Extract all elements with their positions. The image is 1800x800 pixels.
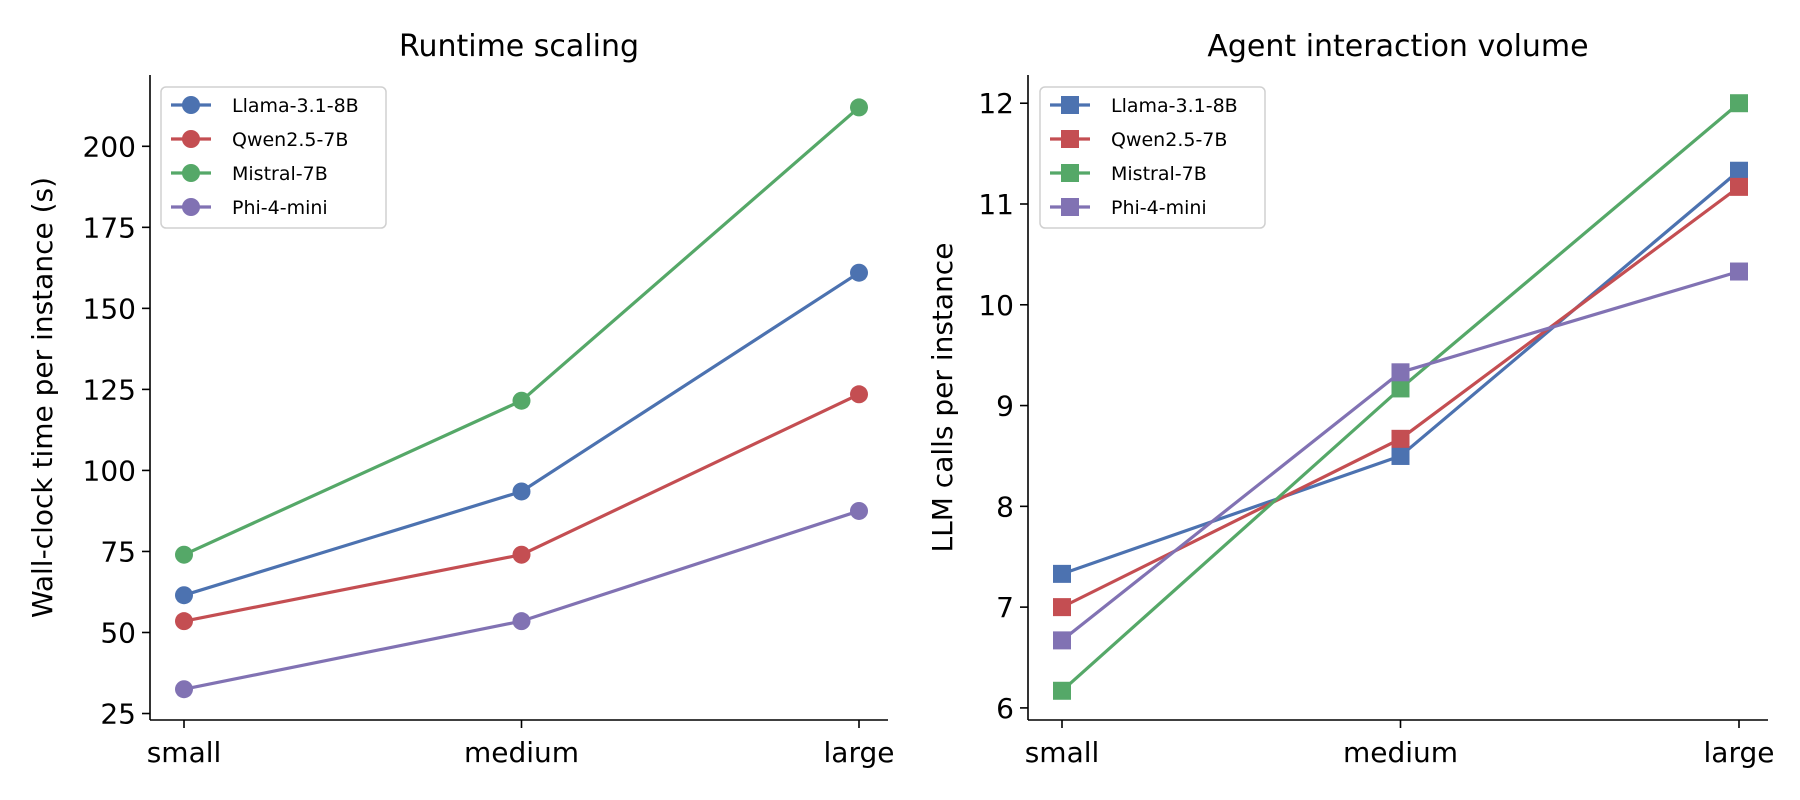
- legend-box: [1039, 86, 1266, 229]
- legend-marker: [1061, 96, 1079, 114]
- data-point: [512, 612, 531, 631]
- data-point: [1730, 94, 1748, 113]
- data-point: [1053, 631, 1071, 650]
- y-tick-label: 10: [978, 289, 1014, 322]
- y-axis-label: Wall-clock time per instance (s): [26, 177, 59, 618]
- y-tick-label: 75: [100, 535, 136, 568]
- agent-interaction-chart: Agent interaction volume LLM calls per in…: [926, 29, 1774, 769]
- data-point: [850, 263, 868, 282]
- y-tick-label: 11: [978, 188, 1014, 221]
- x-tick-label: medium: [464, 736, 579, 769]
- legend: Llama-3.1-8B Qwen2.5-7B Mistral-7B Phi-4-mi…: [160, 86, 387, 229]
- legend-label: Mistral-7B: [232, 163, 328, 185]
- data-point: [1053, 598, 1071, 617]
- legend-label: Qwen2.5-7B: [1111, 129, 1227, 151]
- y-tick-label: 200: [83, 130, 136, 163]
- data-point: [512, 545, 531, 564]
- y-tick-label: 25: [100, 698, 136, 731]
- x-tick-label: small: [1025, 736, 1100, 769]
- data-point: [175, 612, 193, 631]
- x-tick-label: large: [1704, 736, 1775, 769]
- legend-marker: [182, 198, 200, 216]
- data-point: [850, 385, 868, 404]
- data-point: [512, 391, 531, 410]
- legend-label: Llama-3.1-8B: [1111, 95, 1238, 117]
- legend-marker: [182, 164, 200, 182]
- legend-label: Llama-3.1-8B: [232, 95, 359, 117]
- runtime-scaling-chart: Runtime scaling Wall-clock time per insta…: [26, 29, 894, 769]
- legend-marker: [182, 96, 200, 114]
- y-tick-label: 12: [978, 87, 1014, 120]
- y-tick-label: 125: [83, 373, 136, 406]
- legend-marker: [1061, 198, 1079, 216]
- data-point: [1391, 429, 1410, 448]
- y-axis-label: LLM calls per instance: [926, 243, 959, 553]
- data-point: [850, 501, 868, 520]
- data-point: [1053, 564, 1071, 583]
- data-point: [1730, 262, 1748, 281]
- legend-box: [160, 86, 387, 229]
- chart-title: Agent interaction volume: [1207, 29, 1588, 64]
- data-point: [512, 482, 531, 501]
- legend: Llama-3.1-8B Qwen2.5-7B Mistral-7B Phi-4-mi…: [1039, 86, 1266, 229]
- data-point: [1391, 363, 1410, 382]
- legend-label: Phi-4-mini: [232, 197, 328, 219]
- x-tick-label: small: [147, 736, 222, 769]
- data-point: [850, 98, 868, 117]
- legend-label: Mistral-7B: [1111, 163, 1207, 185]
- y-tick-label: 50: [100, 616, 136, 649]
- data-point: [1053, 681, 1071, 700]
- y-tick-label: 8: [996, 490, 1014, 523]
- legend-marker: [1061, 164, 1079, 182]
- x-tick-label: large: [824, 736, 895, 769]
- legend-marker: [182, 130, 200, 148]
- y-tick-label: 150: [83, 292, 136, 325]
- legend-label: Qwen2.5-7B: [232, 129, 348, 151]
- data-point: [1391, 446, 1410, 465]
- data-point: [1730, 177, 1748, 196]
- data-point: [175, 586, 193, 605]
- data-point: [175, 680, 193, 699]
- chart-title: Runtime scaling: [399, 29, 639, 64]
- y-tick-label: 7: [996, 591, 1014, 624]
- legend-marker: [1061, 130, 1079, 148]
- y-tick-label: 9: [996, 390, 1014, 423]
- data-point: [1391, 379, 1410, 398]
- y-tick-label: 175: [83, 211, 136, 244]
- legend-label: Phi-4-mini: [1111, 197, 1207, 219]
- data-point: [175, 545, 193, 564]
- x-tick-label: medium: [1343, 736, 1458, 769]
- data-point: [1730, 161, 1748, 180]
- y-tick-label: 100: [83, 454, 136, 487]
- y-tick-label: 6: [996, 692, 1014, 725]
